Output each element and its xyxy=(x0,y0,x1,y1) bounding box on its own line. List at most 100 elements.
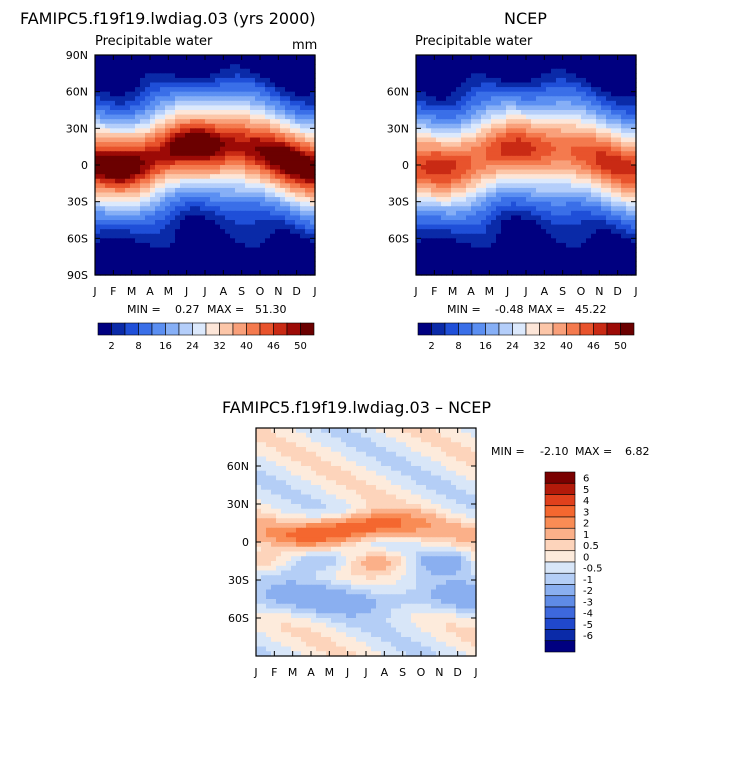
map-cell xyxy=(616,92,622,97)
map-cell xyxy=(185,261,191,266)
map-cell xyxy=(100,234,106,239)
map-cell xyxy=(496,110,502,115)
map-cell xyxy=(521,243,527,248)
map-cell xyxy=(175,252,181,257)
map-cell xyxy=(190,128,196,133)
map-cell xyxy=(190,151,196,156)
map-cell xyxy=(621,96,627,101)
colorbar-label: 16 xyxy=(479,341,492,352)
map-cell xyxy=(481,243,487,248)
map-cell xyxy=(160,174,166,179)
map-cell xyxy=(235,193,241,198)
map-cell xyxy=(311,480,317,485)
map-cell xyxy=(140,96,146,101)
map-cell xyxy=(200,64,206,69)
map-cell xyxy=(215,87,221,92)
map-cell xyxy=(581,179,587,184)
map-cell xyxy=(616,115,622,120)
map-cell xyxy=(586,174,592,179)
map-cell xyxy=(621,147,627,152)
map-cell xyxy=(426,64,432,69)
map-cell xyxy=(140,257,146,262)
map-cell xyxy=(190,60,196,65)
map-cell xyxy=(200,105,206,110)
map-cell xyxy=(606,55,612,60)
map-cell xyxy=(571,87,577,92)
map-cell xyxy=(150,261,156,266)
map-cell xyxy=(481,225,487,230)
colorbar-box xyxy=(621,323,635,335)
map-cell xyxy=(611,92,617,97)
map-cell xyxy=(170,174,176,179)
map-cell xyxy=(511,197,517,202)
map-cell xyxy=(566,229,572,234)
map-cell xyxy=(521,179,527,184)
map-cell xyxy=(491,105,497,110)
map-cell xyxy=(110,257,116,262)
map-cell xyxy=(305,101,311,106)
map-cell xyxy=(286,490,292,495)
map-cell xyxy=(275,206,281,211)
map-cell xyxy=(576,142,582,147)
map-cell xyxy=(220,78,226,83)
map-cell xyxy=(270,170,276,175)
map-cell xyxy=(581,215,587,220)
map-cell xyxy=(441,433,447,438)
map-cell xyxy=(285,73,291,78)
map-cell xyxy=(466,447,472,452)
map-cell xyxy=(426,115,432,120)
map-cell xyxy=(481,202,487,207)
map-cell xyxy=(481,115,487,120)
map-cell xyxy=(225,142,231,147)
map-cell xyxy=(215,202,221,207)
map-cell xyxy=(466,69,472,74)
map-cell xyxy=(240,78,246,83)
map-cell xyxy=(461,438,467,443)
map-cell xyxy=(295,142,301,147)
map-cell xyxy=(556,206,562,211)
map-cell xyxy=(461,225,467,230)
map-cell xyxy=(486,229,492,234)
map-cell xyxy=(220,206,226,211)
map-cell xyxy=(506,142,512,147)
map-cell xyxy=(235,266,241,271)
map-cell xyxy=(145,87,151,92)
map-cell xyxy=(290,193,296,198)
map-cell xyxy=(205,193,211,198)
map-cell xyxy=(466,476,472,481)
map-cell xyxy=(210,225,216,230)
map-cell xyxy=(150,188,156,193)
map-cell xyxy=(566,170,572,175)
map-cell xyxy=(230,151,236,156)
map-cell xyxy=(100,78,106,83)
map-cell xyxy=(250,60,256,65)
map-cell xyxy=(170,257,176,262)
map-cell xyxy=(180,165,186,170)
map-cell xyxy=(195,211,201,216)
map-cell xyxy=(260,115,266,120)
map-cell xyxy=(260,188,266,193)
map-cell xyxy=(611,133,617,138)
map-cell xyxy=(130,151,136,156)
map-cell xyxy=(461,442,467,447)
map-cell xyxy=(105,215,111,220)
map-cell xyxy=(361,447,367,452)
map-cell xyxy=(471,266,477,271)
map-cell xyxy=(240,215,246,220)
map-cell xyxy=(436,442,442,447)
map-cell xyxy=(426,138,432,143)
map-cell xyxy=(451,160,457,165)
map-cell xyxy=(556,179,562,184)
map-cell xyxy=(511,78,517,83)
map-cell xyxy=(170,133,176,138)
map-cell xyxy=(621,60,627,65)
map-cell xyxy=(230,225,236,230)
map-cell xyxy=(391,466,397,471)
map-cell xyxy=(466,438,472,443)
map-cell xyxy=(466,92,472,97)
map-cell xyxy=(441,96,447,101)
map-cell xyxy=(461,447,467,452)
map-cell xyxy=(536,110,542,115)
map-cell xyxy=(260,119,266,124)
map-cell xyxy=(170,119,176,124)
